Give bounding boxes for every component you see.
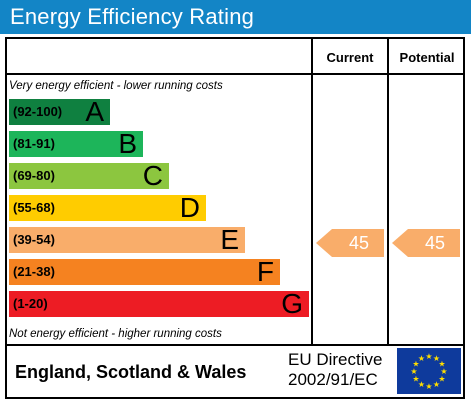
potential-arrow-shape: [392, 229, 460, 257]
band-letter: G: [281, 288, 303, 319]
star-icon: ★: [412, 375, 419, 384]
rating-table-frame: [5, 37, 465, 399]
star-icon: ★: [433, 354, 440, 363]
eu-directive-line2: 2002/91/EC: [288, 370, 378, 389]
star-icon: ★: [440, 367, 447, 376]
band-range: (21-38): [13, 264, 55, 279]
band-letter: D: [179, 192, 200, 223]
inefficient-note: Not energy efficient - higher running co…: [9, 328, 222, 340]
star-icon: ★: [410, 367, 417, 376]
band-f: (21-38) F: [9, 256, 280, 287]
eu-stars: ★ ★★★★★★★★★★★: [410, 352, 447, 391]
star-icon: ★: [425, 382, 432, 391]
band-letter: B: [118, 128, 137, 159]
band-range: (69-80): [13, 168, 55, 183]
current-column-header: Current: [326, 50, 374, 65]
band-range: (1-20): [13, 296, 48, 311]
band-letter: F: [256, 256, 274, 287]
band-range: (92-100): [13, 104, 63, 119]
potential-column-header: Potential: [399, 50, 455, 65]
page-title: Energy Efficiency Rating: [10, 4, 255, 29]
current-arrow-shape: [316, 229, 384, 257]
potential-rating-arrow: 45: [392, 229, 460, 257]
star-icon: ★: [433, 380, 440, 389]
band-g: (1-20) G: [9, 288, 309, 319]
band-range: (81-91): [13, 136, 55, 151]
band-c: (69-80) C: [9, 160, 169, 191]
efficient-note: Very energy efficient - lower running co…: [9, 80, 223, 92]
band-e: (39-54) E: [9, 224, 245, 255]
band-letter: C: [142, 160, 163, 191]
star-icon: ★: [438, 375, 445, 384]
star-icon: ★: [425, 352, 432, 361]
band-range: (55-68): [13, 200, 55, 215]
potential-rating-value: 45: [424, 233, 446, 253]
band-range: (39-54): [13, 232, 55, 247]
band-letter: E: [220, 224, 239, 255]
header-divider: [5, 73, 465, 75]
current-rating-arrow: 45: [316, 229, 384, 257]
band-a: (92-100) A: [9, 96, 110, 127]
band-letter: A: [85, 96, 104, 127]
region-label: England, Scotland & Wales: [15, 362, 247, 382]
star-icon: ★: [418, 380, 425, 389]
star-icon: ★: [418, 354, 425, 363]
title-bar: Energy Efficiency Rating: [0, 0, 471, 34]
current-column-divider: [311, 37, 313, 346]
footer-divider: [5, 344, 465, 346]
band-d: (55-68) D: [9, 192, 206, 223]
eu-flag-icon: ★ ★ ★ ★ ★ ★ ★ ★ ★ ★ ★ ★: [397, 348, 461, 394]
star-icon: ★: [438, 360, 445, 369]
star-icon: ★: [412, 360, 419, 369]
potential-column-divider: [387, 37, 389, 346]
eu-directive-line1: EU Directive: [288, 350, 383, 369]
band-b: (81-91) B: [9, 128, 143, 159]
eu-directive: EU Directive 2002/91/EC: [288, 350, 382, 390]
current-rating-value: 45: [348, 233, 370, 253]
